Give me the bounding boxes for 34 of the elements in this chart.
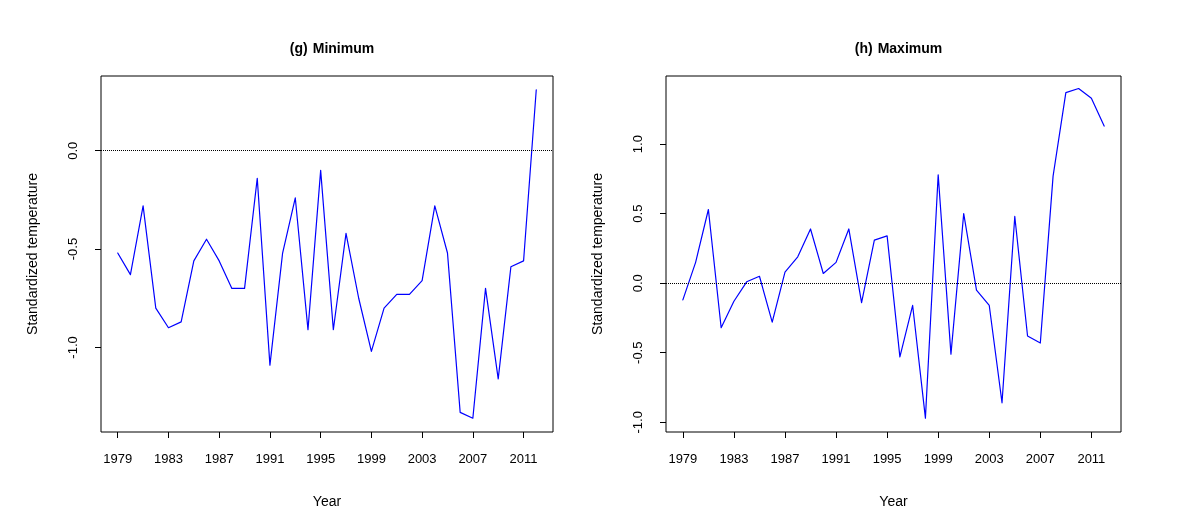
x-tick-label: 2007 [458, 451, 488, 466]
y-tick-label: 0.0 [630, 274, 645, 293]
x-tick-label: 2011 [509, 451, 538, 466]
chart-title: (g) Minimum [289, 40, 375, 56]
x-tick-label: 1995 [872, 451, 902, 466]
y-tick-label: -1.0 [65, 336, 80, 359]
x-tick-label: 1979 [103, 451, 133, 466]
line-series [682, 87, 1105, 419]
x-tick-label: 1999 [923, 451, 953, 466]
y-axis-title: Standardized temperature [589, 172, 605, 335]
y-tick-label: -1.0 [630, 411, 645, 434]
y-tick-label: 1.0 [630, 135, 645, 154]
x-tick-label: 1983 [719, 451, 749, 466]
x-tick-label: 1987 [770, 451, 800, 466]
x-tick-label: 1987 [204, 451, 234, 466]
chart-title: (h) Maximum [854, 40, 943, 56]
x-tick-label: 2003 [974, 451, 1004, 466]
x-tick-label: 1983 [154, 451, 183, 466]
x-tick-label: 1995 [306, 451, 336, 466]
x-axis-title: Year [879, 493, 908, 509]
x-tick-label: 1991 [821, 451, 851, 466]
x-tick-label: 1991 [255, 451, 285, 466]
y-tick-label: -0.5 [630, 341, 645, 364]
y-axis-title: Standardized temperature [24, 172, 40, 335]
y-tick-label: -0.5 [65, 237, 80, 261]
x-tick-label: 1999 [356, 451, 386, 466]
x-tick-label: 1979 [668, 451, 698, 466]
x-tick-label: 2003 [407, 451, 437, 466]
y-tick-label: 0.5 [630, 204, 645, 223]
line-series [117, 89, 537, 419]
y-tick-label: 0.0 [65, 141, 80, 160]
x-tick-label: 2011 [1077, 451, 1106, 466]
x-tick-label: 2007 [1025, 451, 1055, 466]
x-axis-title: Year [312, 493, 342, 509]
